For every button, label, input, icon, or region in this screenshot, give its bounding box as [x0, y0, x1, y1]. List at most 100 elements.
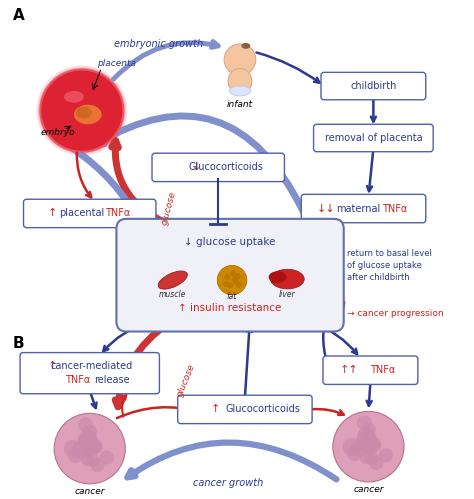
Text: Glucocorticoids: Glucocorticoids	[225, 404, 300, 414]
Ellipse shape	[271, 269, 304, 289]
Circle shape	[379, 449, 393, 463]
Circle shape	[343, 438, 360, 456]
Circle shape	[91, 458, 105, 472]
Circle shape	[54, 413, 125, 484]
Ellipse shape	[74, 105, 101, 124]
Circle shape	[40, 69, 123, 152]
Text: placental: placental	[59, 209, 104, 219]
Circle shape	[333, 411, 404, 482]
Circle shape	[356, 432, 371, 446]
Circle shape	[235, 273, 241, 279]
Ellipse shape	[229, 86, 251, 96]
Circle shape	[87, 439, 101, 453]
Circle shape	[347, 446, 362, 461]
Text: return to basal level
of glucose uptake
after childbirth: return to basal level of glucose uptake …	[346, 249, 431, 281]
Circle shape	[361, 423, 376, 437]
Circle shape	[224, 44, 256, 75]
Text: ↑ insulin resistance: ↑ insulin resistance	[178, 302, 282, 312]
Text: muscle: muscle	[159, 290, 186, 299]
Text: placenta: placenta	[97, 59, 136, 68]
Circle shape	[68, 448, 83, 463]
Text: ↓↓: ↓↓	[317, 204, 335, 214]
Circle shape	[362, 431, 377, 447]
Circle shape	[64, 440, 82, 458]
Text: removal of placenta: removal of placenta	[325, 133, 422, 143]
FancyBboxPatch shape	[20, 353, 159, 394]
Text: TNFα: TNFα	[105, 209, 130, 219]
Circle shape	[223, 281, 229, 287]
Circle shape	[88, 439, 103, 455]
Circle shape	[357, 415, 372, 430]
Circle shape	[224, 274, 230, 280]
FancyBboxPatch shape	[301, 194, 426, 223]
Circle shape	[82, 443, 94, 455]
Text: infant: infant	[227, 100, 253, 109]
Circle shape	[78, 417, 93, 432]
Circle shape	[364, 438, 379, 452]
Circle shape	[232, 276, 238, 282]
Text: B: B	[13, 336, 24, 351]
Text: TNFα: TNFα	[370, 365, 395, 375]
Circle shape	[81, 453, 95, 466]
Text: embryo: embryo	[40, 128, 75, 137]
Circle shape	[82, 441, 98, 456]
Circle shape	[217, 265, 247, 295]
Circle shape	[369, 456, 383, 470]
Text: release: release	[94, 375, 129, 385]
Text: cancer-mediated: cancer-mediated	[51, 361, 133, 371]
Ellipse shape	[269, 271, 286, 283]
Circle shape	[366, 437, 380, 451]
Text: cancer: cancer	[74, 487, 105, 496]
Circle shape	[72, 441, 90, 459]
Circle shape	[82, 444, 95, 456]
FancyBboxPatch shape	[321, 72, 426, 100]
Circle shape	[233, 279, 239, 285]
Text: embryonic growth: embryonic growth	[114, 39, 203, 49]
Text: ↑↑: ↑↑	[339, 365, 358, 375]
Text: → cancer progression: → cancer progression	[346, 309, 443, 318]
Circle shape	[36, 65, 128, 156]
Text: A: A	[13, 8, 24, 23]
FancyBboxPatch shape	[117, 219, 344, 331]
Text: liver: liver	[279, 290, 296, 299]
FancyBboxPatch shape	[24, 199, 156, 228]
Text: ↑: ↑	[47, 209, 57, 219]
Circle shape	[236, 282, 242, 288]
FancyBboxPatch shape	[314, 124, 433, 152]
Circle shape	[366, 437, 382, 453]
Ellipse shape	[64, 91, 84, 103]
Text: TNFα: TNFα	[65, 375, 91, 385]
Text: glucose: glucose	[160, 191, 178, 227]
Text: TNFα: TNFα	[383, 204, 408, 214]
Circle shape	[85, 439, 100, 454]
FancyBboxPatch shape	[178, 395, 312, 424]
Circle shape	[83, 433, 99, 449]
Ellipse shape	[76, 107, 92, 118]
Text: maternal: maternal	[337, 204, 381, 214]
Text: Glucocorticoids: Glucocorticoids	[189, 162, 264, 172]
Text: childbirth: childbirth	[350, 81, 397, 91]
Circle shape	[78, 429, 97, 448]
Circle shape	[361, 442, 374, 454]
Text: fat: fat	[227, 292, 237, 301]
Circle shape	[365, 452, 379, 465]
Ellipse shape	[228, 68, 252, 94]
Circle shape	[100, 451, 114, 465]
Circle shape	[38, 67, 125, 154]
Circle shape	[86, 454, 100, 467]
Circle shape	[360, 441, 373, 453]
Text: ↑: ↑	[47, 361, 57, 371]
Circle shape	[360, 451, 374, 464]
Circle shape	[227, 282, 233, 288]
FancyBboxPatch shape	[152, 153, 284, 182]
Text: ↓ glucose uptake: ↓ glucose uptake	[184, 237, 276, 247]
Circle shape	[357, 427, 376, 446]
Text: ↓: ↓	[192, 162, 201, 172]
Circle shape	[230, 270, 236, 276]
Circle shape	[77, 434, 92, 448]
Ellipse shape	[158, 271, 187, 289]
Text: cancer: cancer	[353, 485, 383, 495]
Circle shape	[350, 439, 368, 457]
Text: glucose: glucose	[175, 362, 196, 398]
Text: ↑: ↑	[210, 404, 220, 414]
